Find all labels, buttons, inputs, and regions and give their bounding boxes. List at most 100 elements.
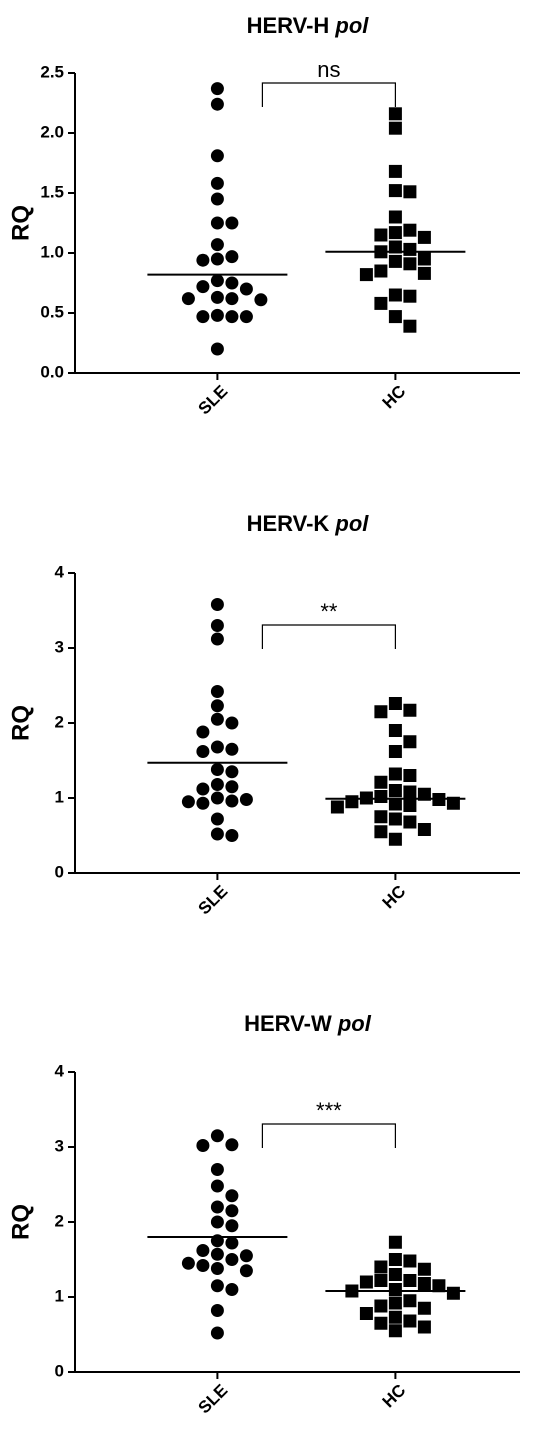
y-tick-label: 2: [55, 1211, 64, 1230]
data-point: [388, 832, 402, 846]
data-point: [417, 1262, 431, 1276]
data-point: [374, 825, 388, 839]
data-point: [181, 1256, 195, 1270]
data-point: [330, 800, 344, 814]
x-tick-label: HC: [379, 1381, 410, 1412]
data-point: [225, 1253, 239, 1266]
y-tick-label: 0.0: [40, 362, 64, 381]
data-point: [210, 598, 224, 611]
data-point: [225, 780, 239, 794]
data-point: [417, 787, 431, 801]
data-point: [210, 82, 224, 96]
data-point: [210, 1279, 224, 1293]
data-point: [225, 1219, 239, 1233]
data-point: [225, 794, 239, 808]
data-point: [225, 1204, 239, 1218]
data-point: [210, 619, 224, 632]
significance-label: ***: [316, 1098, 342, 1123]
data-point: [196, 310, 210, 324]
data-point: [388, 240, 402, 254]
data-point: [225, 765, 239, 779]
data-point: [210, 763, 224, 776]
data-point: [210, 216, 224, 230]
title-text: HERV-K: [247, 511, 330, 536]
y-tick-label: 0.5: [40, 302, 64, 321]
data-point: [388, 724, 402, 737]
data-point: [210, 1129, 224, 1143]
y-axis-label: RQ: [7, 205, 34, 241]
data-point: [210, 1326, 224, 1340]
y-tick-label: 1.0: [40, 242, 64, 261]
data-point: [225, 742, 239, 756]
data-point: [225, 250, 239, 264]
data-point: [403, 242, 417, 256]
data-point: [374, 1260, 388, 1274]
chart-title: HERV-K pol: [247, 511, 370, 536]
data-point: [417, 1320, 431, 1334]
data-point: [210, 1200, 224, 1214]
data-point: [417, 266, 431, 280]
data-point: [210, 252, 224, 266]
data-point: [225, 216, 239, 230]
data-point: [225, 1236, 239, 1250]
data-point: [210, 238, 224, 252]
data-point: [403, 769, 417, 782]
data-point: [403, 785, 417, 799]
data-point: [225, 716, 239, 730]
data-point: [388, 226, 402, 240]
data-point: [345, 795, 359, 809]
data-point: [403, 223, 417, 237]
data-point: [210, 791, 224, 805]
data-point: [210, 778, 224, 791]
y-tick-label: 1: [55, 787, 64, 806]
data-point: [210, 1179, 224, 1193]
data-point: [388, 254, 402, 268]
data-point: [181, 292, 195, 306]
data-point: [210, 176, 224, 190]
data-point: [210, 1262, 224, 1275]
data-point: [374, 705, 388, 719]
data-point: [403, 1274, 417, 1287]
data-point: [417, 823, 431, 836]
data-point: [210, 712, 224, 726]
data-point: [403, 257, 417, 271]
data-point: [359, 1307, 373, 1320]
data-point: [225, 1283, 239, 1296]
data-point: [388, 164, 402, 178]
data-point: [210, 290, 224, 304]
data-point: [210, 827, 224, 841]
data-point: [196, 253, 210, 267]
data-point: [417, 252, 431, 266]
x-tick-label: SLE: [195, 1381, 232, 1418]
data-point: [403, 289, 417, 303]
data-point: [403, 815, 417, 829]
data-point: [210, 274, 224, 288]
data-point: [388, 797, 402, 811]
data-point: [374, 1274, 388, 1287]
y-tick-label: 3: [55, 1136, 64, 1155]
y-axis-label: RQ: [7, 1204, 34, 1240]
data-point: [239, 1264, 253, 1278]
y-tick-label: 2.5: [40, 62, 64, 81]
data-point: [225, 310, 239, 324]
data-point: [446, 796, 460, 810]
x-tick-label: SLE: [195, 882, 232, 919]
data-point: [210, 149, 224, 163]
title-italic: pol: [334, 13, 369, 38]
data-point: [388, 697, 402, 710]
y-tick-label: 0: [55, 1361, 64, 1380]
data-point: [239, 282, 253, 296]
data-point: [210, 308, 224, 322]
data-point: [388, 784, 402, 797]
data-point: [359, 268, 373, 282]
data-point: [432, 1279, 446, 1293]
data-point: [374, 790, 388, 803]
data-point: [196, 1244, 210, 1257]
data-point: [374, 264, 388, 278]
data-point: [446, 1286, 460, 1300]
data-point: [403, 799, 417, 812]
x-tick-label: HC: [379, 382, 410, 413]
data-point: [403, 735, 417, 749]
title-italic: pol: [334, 511, 369, 536]
